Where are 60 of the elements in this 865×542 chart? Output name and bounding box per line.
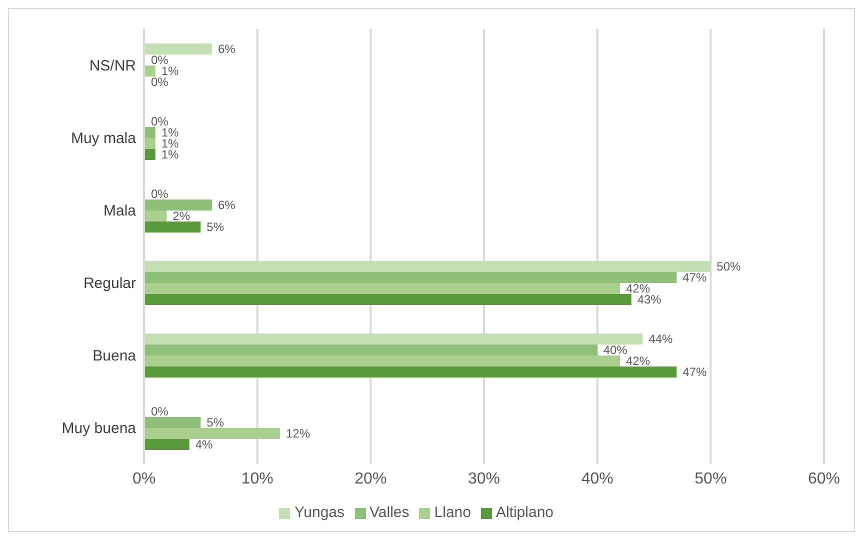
legend-label: Altiplano [496, 504, 554, 521]
data-label: 42% [626, 354, 650, 368]
data-label: 5% [206, 416, 224, 430]
data-label: 1% [161, 64, 180, 78]
bar [144, 272, 677, 283]
y-tick-label: Muy buena [62, 420, 137, 438]
x-tick-label: 0% [132, 470, 156, 488]
legend-label: Llano [434, 504, 471, 521]
data-label: 0% [151, 187, 169, 201]
x-tick-label: 40% [581, 470, 614, 488]
data-label: 5% [206, 220, 224, 234]
data-label: 42% [626, 282, 650, 296]
bar [144, 149, 156, 160]
bar [144, 261, 711, 272]
bar [144, 356, 620, 366]
data-label: 43% [637, 292, 662, 306]
y-tick-label: Muy mala [70, 130, 137, 148]
bar [144, 210, 167, 222]
data-label: 40% [603, 343, 628, 357]
y-tick-label: Mala [103, 202, 137, 220]
legend-label: Valles [370, 504, 410, 521]
data-label: 4% [195, 438, 214, 452]
data-label: 47% [682, 270, 708, 284]
bar [144, 127, 156, 138]
bar [144, 439, 190, 450]
data-label: 47% [682, 365, 708, 379]
data-label: 6% [218, 198, 236, 212]
y-tick-label: Regular [83, 275, 136, 292]
y-tick-label: Buena [92, 348, 137, 365]
bar [144, 334, 643, 344]
y-tick-label: NS/NR [89, 58, 136, 75]
data-label: 12% [286, 426, 310, 440]
bar [144, 200, 212, 210]
data-label: 0% [151, 114, 169, 128]
data-label: 1% [161, 126, 180, 140]
bar [144, 294, 632, 305]
data-label: 1% [161, 148, 180, 162]
x-tick-label: 30% [468, 470, 500, 488]
x-tick-label: 20% [354, 470, 387, 488]
bar [144, 66, 156, 76]
bar [144, 366, 677, 378]
bar [144, 344, 598, 356]
data-label: 1% [161, 136, 180, 150]
bar [144, 283, 620, 294]
x-tick-label: 50% [694, 470, 727, 488]
data-label: 2% [172, 209, 190, 223]
data-label: 6% [218, 42, 236, 56]
bar [144, 428, 280, 439]
bar [144, 44, 212, 54]
data-label: 50% [716, 260, 742, 274]
data-label: 0% [151, 404, 169, 418]
bar [144, 222, 201, 232]
data-label: 44% [648, 332, 674, 346]
bar [144, 417, 201, 428]
data-label: 0% [151, 53, 169, 67]
bar [144, 138, 156, 149]
data-label: 0% [151, 75, 169, 89]
x-tick-label: 10% [241, 470, 274, 488]
x-tick-label: 60% [808, 470, 840, 488]
legend-label: Yungas [294, 504, 345, 521]
